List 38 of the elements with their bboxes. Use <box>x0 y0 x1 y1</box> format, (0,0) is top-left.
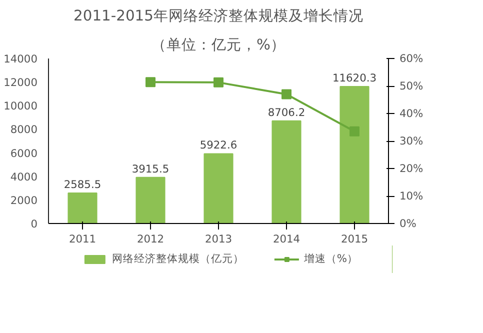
bar <box>68 192 98 224</box>
y2-tick-label: 10% <box>400 190 424 202</box>
bar <box>340 86 370 224</box>
y-tick-label: 4000 <box>10 170 38 184</box>
x-tick-label: 2013 <box>204 232 232 246</box>
y2-tick-label: 20% <box>400 162 424 175</box>
data-label: 11620.3 <box>332 72 377 85</box>
y2-tick-label: 30% <box>400 134 424 148</box>
x-tick-label: 2012 <box>136 232 164 246</box>
point <box>214 77 224 88</box>
y2-tick-label: 50% <box>400 80 424 92</box>
x-tick-label: 2011 <box>68 232 96 246</box>
point <box>282 89 292 100</box>
x-tick-label: 2014 <box>272 232 300 246</box>
bar <box>272 120 302 224</box>
y2-tick-label: 0% <box>400 217 416 230</box>
y-tick-label: 2000 <box>10 194 38 207</box>
data-label: 5922.6 <box>200 138 238 152</box>
bar <box>204 153 234 224</box>
point <box>350 126 360 136</box>
legend-label: 网络经济整体规模（亿元） <box>112 252 244 266</box>
bar <box>136 176 166 224</box>
y-tick-label: 12000 <box>4 76 38 90</box>
y-tick-label: 10000 <box>4 100 38 113</box>
y-tick-label: 8000 <box>10 123 38 136</box>
chart-title: 2011-2015年网络经济整体规模及增长情况 <box>74 8 364 24</box>
point <box>146 77 156 88</box>
legend-label: 增速（%） <box>304 252 358 266</box>
y-tick-label: 0 <box>30 218 38 230</box>
x-tick-label: 2015 <box>340 232 368 246</box>
data-label: 2585.5 <box>64 178 102 192</box>
data-label: 3915.5 <box>132 162 170 176</box>
y2-tick-label: 40% <box>400 107 424 120</box>
y-tick-label: 14000 <box>4 52 38 66</box>
chart-subtitle: （单位：亿元，%） <box>152 36 286 54</box>
data-label: 8706.2 <box>268 106 306 119</box>
y-tick-label: 6000 <box>10 146 38 160</box>
y2-tick-label: 60% <box>400 52 424 65</box>
